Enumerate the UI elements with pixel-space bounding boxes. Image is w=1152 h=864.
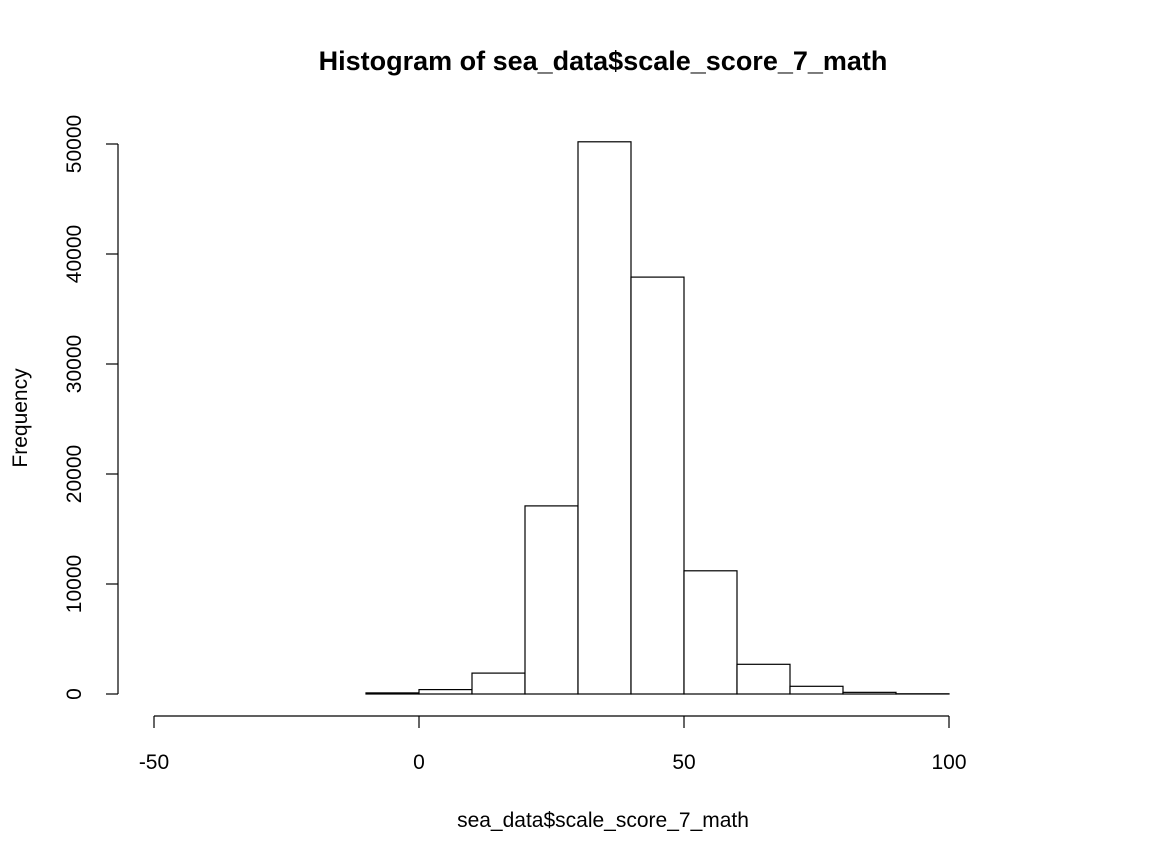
x-axis-label: sea_data$scale_score_7_math — [457, 809, 749, 832]
y-tick-label: 30000 — [63, 335, 86, 393]
x-tick-label: 0 — [413, 751, 425, 774]
y-tick-label: 40000 — [63, 225, 86, 283]
histogram-bar — [365, 692, 420, 695]
x-tick-label: 100 — [931, 751, 966, 774]
x-tick-label: 50 — [672, 751, 695, 774]
y-axis-label: Frequency — [9, 368, 32, 468]
histogram-bar — [842, 691, 897, 695]
chart-title: Histogram of sea_data$scale_score_7_math — [319, 46, 888, 76]
y-tick-label: 50000 — [63, 115, 86, 173]
histogram-bar — [418, 688, 473, 695]
histogram-bar — [577, 141, 632, 695]
histogram-bar — [789, 685, 844, 695]
histogram-bar — [630, 276, 685, 695]
histogram-bar — [736, 663, 791, 695]
bars-group — [365, 141, 950, 695]
y-tick-label: 20000 — [63, 445, 86, 503]
histogram-bar — [683, 570, 738, 695]
histogram-bar — [524, 505, 579, 695]
y-tick-label: 0 — [63, 688, 86, 700]
x-tick-label: -50 — [139, 751, 169, 774]
histogram-bar — [471, 672, 526, 695]
y-axis: 0 10000 20000 30000 40000 50000 — [63, 115, 119, 700]
x-axis: -50 0 50 100 — [139, 715, 967, 774]
y-tick-label: 10000 — [63, 555, 86, 613]
